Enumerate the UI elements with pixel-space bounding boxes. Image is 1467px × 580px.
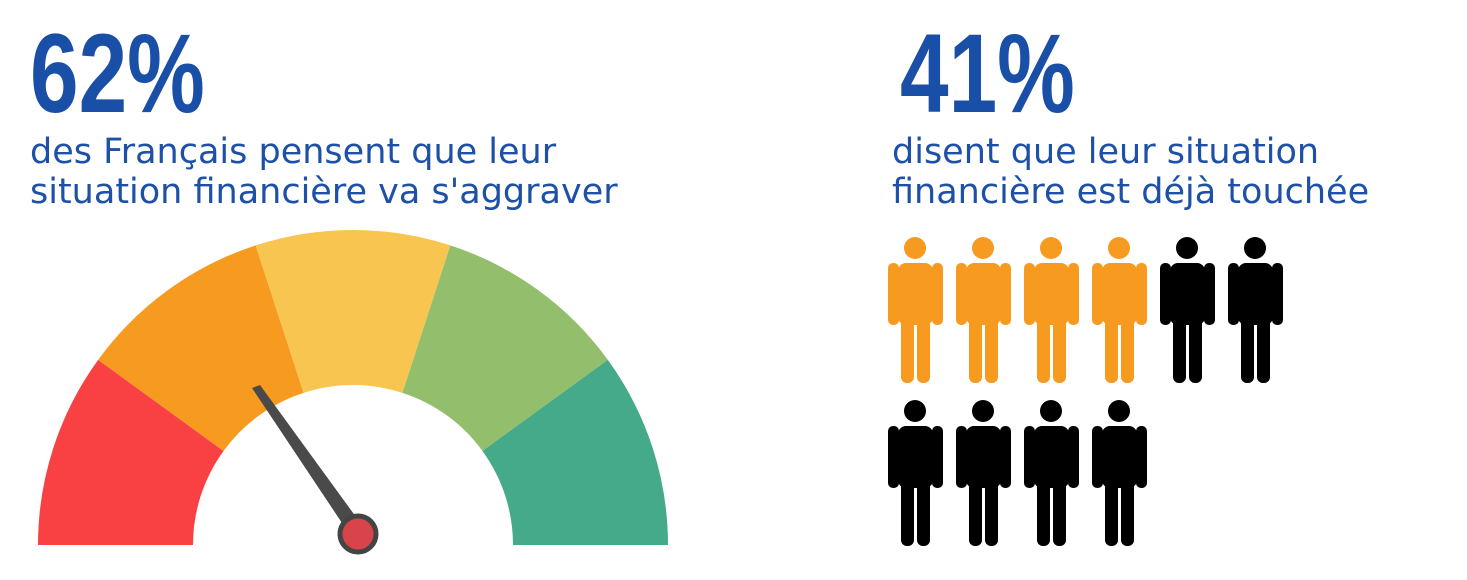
person-leg [1241, 317, 1254, 383]
left-caption: des Français pensent que leur [30, 132, 557, 172]
person-torso [1034, 426, 1069, 488]
person-leg [901, 317, 914, 383]
person-leg [901, 480, 914, 546]
person-torso [1102, 263, 1137, 325]
person-torso [1238, 263, 1273, 325]
person-icon [956, 237, 1011, 383]
person-arm [1024, 263, 1035, 325]
person-leg [1121, 317, 1134, 383]
person-arm [1000, 263, 1011, 325]
right-caption: disent que leur situation [892, 132, 1319, 172]
person-arm [1272, 263, 1283, 325]
person-arm [1068, 263, 1079, 325]
person-leg [917, 317, 930, 383]
person-leg [1105, 480, 1118, 546]
person-icon [888, 400, 943, 546]
gauge-segment [402, 245, 608, 451]
person-arm [1092, 263, 1103, 325]
gauge-segment [98, 245, 304, 451]
person-icon [888, 237, 943, 383]
person-head [1108, 400, 1130, 422]
right-stat: 41% [900, 12, 1075, 137]
left-caption: situation financière va s'aggraver [30, 172, 618, 212]
person-arm [932, 426, 943, 488]
person-icon [956, 400, 1011, 546]
person-head [1244, 237, 1266, 259]
gauge-segment [482, 359, 668, 545]
person-arm [1024, 426, 1035, 488]
person-head [1040, 400, 1062, 422]
person-arm [932, 263, 943, 325]
person-leg [985, 317, 998, 383]
person-leg [917, 480, 930, 546]
person-leg [1257, 317, 1270, 383]
person-arm [1136, 263, 1147, 325]
person-leg [1121, 480, 1134, 546]
gauge-knob [337, 513, 379, 555]
person-leg [1037, 317, 1050, 383]
gauge-segment [38, 359, 224, 545]
person-head [1176, 237, 1198, 259]
person-arm [956, 426, 967, 488]
person-torso [898, 263, 933, 325]
gauge [38, 230, 668, 555]
left-stat: 62% [30, 12, 205, 137]
person-leg [1189, 317, 1202, 383]
person-head [904, 400, 926, 422]
person-arm [1136, 426, 1147, 488]
person-torso [1034, 263, 1069, 325]
person-head [1108, 237, 1130, 259]
person-arm [888, 426, 899, 488]
person-arm [1068, 426, 1079, 488]
person-leg [1037, 480, 1050, 546]
person-leg [969, 317, 982, 383]
person-arm [1160, 263, 1171, 325]
person-head [972, 400, 994, 422]
person-icon [1160, 237, 1215, 383]
gauge-segment [255, 230, 451, 393]
person-arm [888, 263, 899, 325]
person-icon [1092, 237, 1147, 383]
person-icon [1228, 237, 1283, 383]
gauge-needle [252, 385, 364, 538]
person-leg [969, 480, 982, 546]
person-torso [966, 263, 1001, 325]
person-leg [1053, 317, 1066, 383]
person-head [904, 237, 926, 259]
person-arm [1000, 426, 1011, 488]
person-leg [985, 480, 998, 546]
person-torso [1102, 426, 1137, 488]
person-icon [1024, 237, 1079, 383]
person-arm [1228, 263, 1239, 325]
person-arm [956, 263, 967, 325]
person-icon [1092, 400, 1147, 546]
person-leg [1053, 480, 1066, 546]
person-torso [1170, 263, 1205, 325]
person-arm [1204, 263, 1215, 325]
person-torso [898, 426, 933, 488]
right-caption: financière est déjà touchée [892, 172, 1369, 212]
person-icon [1024, 400, 1079, 546]
person-leg [1173, 317, 1186, 383]
person-arm [1092, 426, 1103, 488]
pictogram [888, 237, 1283, 546]
person-torso [966, 426, 1001, 488]
person-head [1040, 237, 1062, 259]
person-head [972, 237, 994, 259]
person-leg [1105, 317, 1118, 383]
